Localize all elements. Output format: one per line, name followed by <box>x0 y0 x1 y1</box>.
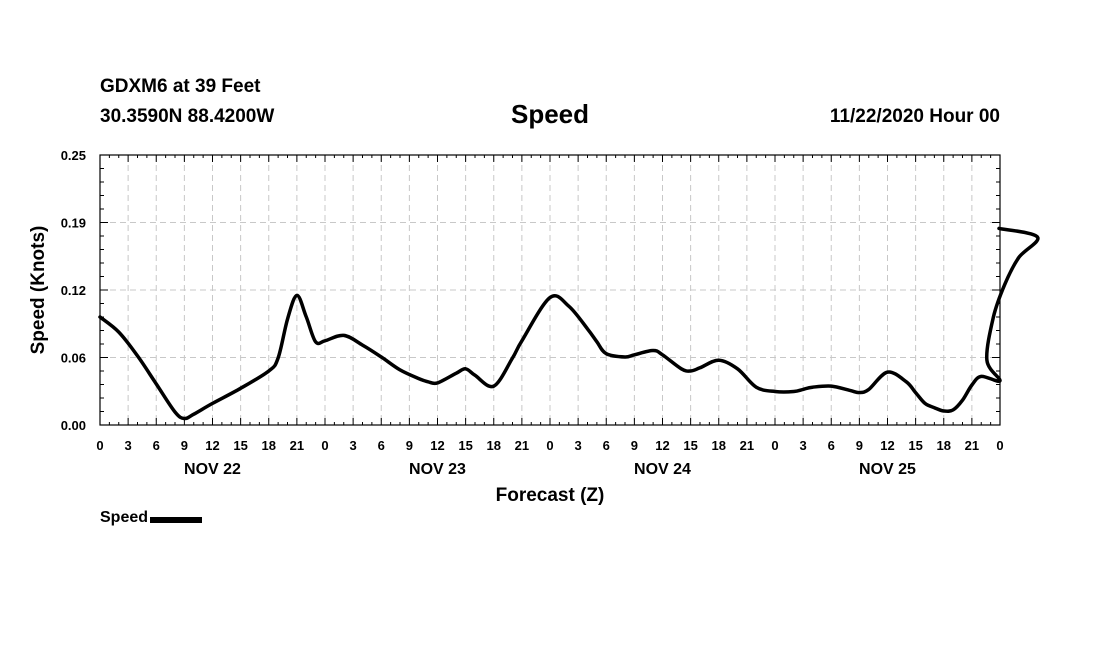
x-tick-label: 0 <box>771 438 778 453</box>
coordinates-label: 30.3590N 88.4200W <box>100 106 275 127</box>
x-tick-label: 12 <box>880 438 894 453</box>
day-label: NOV 24 <box>634 461 691 478</box>
x-tick-label: 0 <box>96 438 103 453</box>
x-tick-label: 12 <box>205 438 219 453</box>
x-tick-label: 9 <box>631 438 638 453</box>
grid-lines <box>100 155 1000 425</box>
x-tick-label: 18 <box>937 438 951 453</box>
x-tick-label: 15 <box>233 438 247 453</box>
y-tick-label: 0.00 <box>61 418 86 433</box>
x-tick-label: 6 <box>828 438 835 453</box>
legend-label: Speed <box>100 509 149 526</box>
x-tick-label: 12 <box>430 438 444 453</box>
x-tick-label: 12 <box>655 438 669 453</box>
x-tick-label: 18 <box>487 438 501 453</box>
x-tick-label: 3 <box>575 438 582 453</box>
y-axis-label: Speed (Knots) <box>28 226 49 355</box>
x-tick-label: 0 <box>546 438 553 453</box>
x-tick-label: 18 <box>712 438 726 453</box>
y-tick-label: 0.25 <box>61 148 86 163</box>
day-label: NOV 23 <box>409 461 466 478</box>
plot-frame <box>99 154 1001 426</box>
day-label: NOV 22 <box>184 461 241 478</box>
y-tick-label: 0.19 <box>61 216 86 231</box>
x-tick-label: 15 <box>908 438 922 453</box>
x-tick-label: 6 <box>603 438 610 453</box>
axis-labels: 0.00 0.06 0.12 0.19 0.25 0 3 6 9 12 15 18 21 0 3 6 9 12 15… <box>28 148 1004 506</box>
x-tick-label: 21 <box>740 438 754 453</box>
legend: Speed <box>100 509 203 527</box>
legend-swatch <box>150 517 203 523</box>
speed-series-line <box>98 226 1040 421</box>
x-tick-label: 6 <box>378 438 385 453</box>
x-tick-label: 21 <box>965 438 979 453</box>
x-tick-label: 9 <box>856 438 863 453</box>
x-tick-label: 9 <box>406 438 413 453</box>
x-tick-label: 6 <box>153 438 160 453</box>
x-tick-label: 15 <box>683 438 697 453</box>
run-time-label: 11/22/2020 Hour 00 <box>829 106 1000 127</box>
x-axis-label: Forecast (Z) <box>496 485 605 506</box>
x-tick-label: 0 <box>321 438 328 453</box>
x-tick-label: 18 <box>262 438 276 453</box>
y-tick-label: 0.12 <box>61 283 86 298</box>
day-label: NOV 25 <box>859 461 916 478</box>
x-tick-label: 3 <box>800 438 807 453</box>
x-tick-label: 3 <box>125 438 132 453</box>
x-tick-label: 0 <box>996 438 1003 453</box>
y-tick-label: 0.06 <box>61 351 86 366</box>
chart-title: Speed <box>510 99 590 129</box>
x-tick-label: 21 <box>290 438 304 453</box>
x-tick-label: 3 <box>350 438 357 453</box>
x-tick-label: 21 <box>515 438 529 453</box>
x-tick-label: 9 <box>181 438 188 453</box>
x-tick-label: 15 <box>458 438 472 453</box>
station-label: GDXM6 at 39 Feet <box>100 76 261 97</box>
